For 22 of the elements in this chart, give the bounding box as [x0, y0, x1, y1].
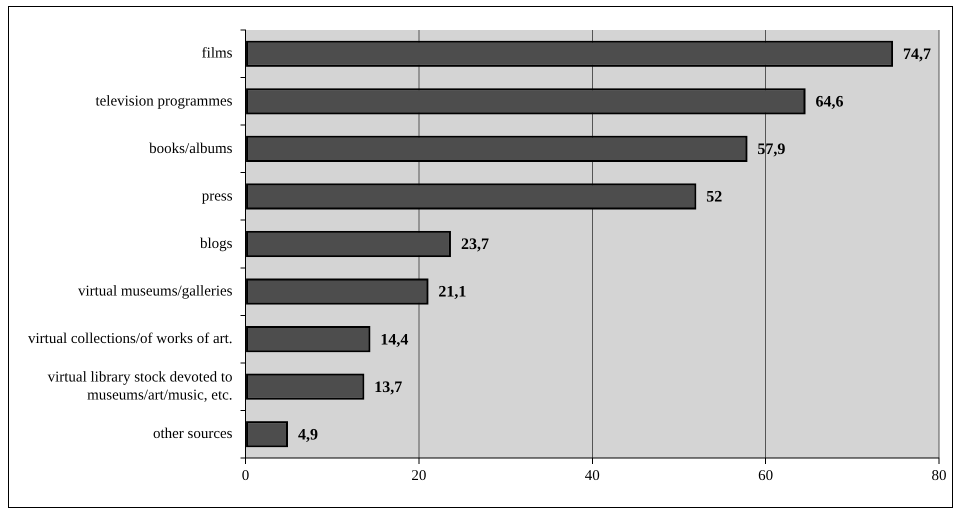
- x-tick-label: 20: [411, 468, 426, 484]
- data-label: 14,4: [380, 331, 408, 348]
- data-label: 64,6: [816, 93, 844, 110]
- y-tick-label: virtual library stock devoted to museums/art/music, etc.: [48, 370, 233, 404]
- x-tick-label: 60: [758, 468, 774, 484]
- data-label: 74,7: [903, 46, 932, 63]
- y-tick-label: books/albums: [149, 140, 233, 157]
- y-tick-label: press: [202, 188, 233, 204]
- data-label: 52: [706, 188, 722, 206]
- data-label: 4,9: [298, 426, 318, 444]
- data-label: 23,7: [460, 236, 489, 254]
- x-tick-label: 0: [242, 468, 250, 484]
- y-tick-label: television programmes: [95, 93, 233, 110]
- y-tick-label: other sources: [152, 426, 233, 442]
- y-tick-label: virtual collections/of works of art.: [28, 331, 233, 348]
- x-tick-label: 40: [584, 468, 600, 484]
- x-tick-label: 80: [932, 468, 946, 484]
- y-tick-label: virtual museums/galleries: [78, 283, 233, 300]
- data-label: 13,7: [374, 378, 402, 396]
- data-label: 21,1: [438, 284, 466, 301]
- y-tick-label: films: [202, 46, 233, 62]
- y-tick-label: blogs: [200, 236, 233, 252]
